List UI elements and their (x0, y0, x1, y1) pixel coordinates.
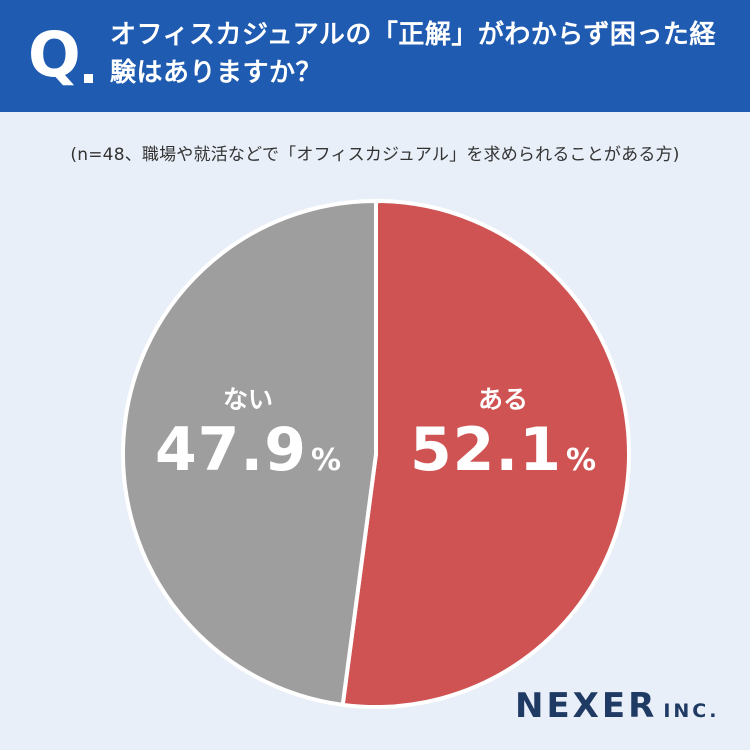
pie-slice-0 (340, 199, 631, 709)
question-mark-q: Q (28, 18, 81, 91)
slice-name-no: ない (222, 385, 273, 414)
sample-note: (n=48、職場や就活などで「オフィスカジュアル」を求められることがある方) (70, 145, 680, 165)
slice-value-yes: 52.1 (409, 415, 562, 485)
slice-unit-yes: % (565, 443, 597, 478)
logo-main: NEXER (515, 686, 658, 726)
slice-value-no: 47.9 (154, 415, 307, 485)
slice-unit-no: % (310, 443, 342, 478)
pie-slice-1 (121, 199, 378, 707)
slice-name-yes: ある (477, 385, 528, 414)
slice-label-no: ない 47.9% (128, 385, 368, 485)
slice-label-yes: ある 52.1% (383, 385, 623, 485)
logo-suffix: INC. (663, 700, 720, 722)
question-dot (84, 74, 93, 83)
header-banner: Q オフィスカジュアルの「正解」がわからず困った経験はありますか？ (0, 0, 750, 112)
nexer-logo: NEXER INC. (515, 686, 719, 726)
question-title: オフィスカジュアルの「正解」がわからず困った経験はありますか？ (110, 20, 716, 88)
